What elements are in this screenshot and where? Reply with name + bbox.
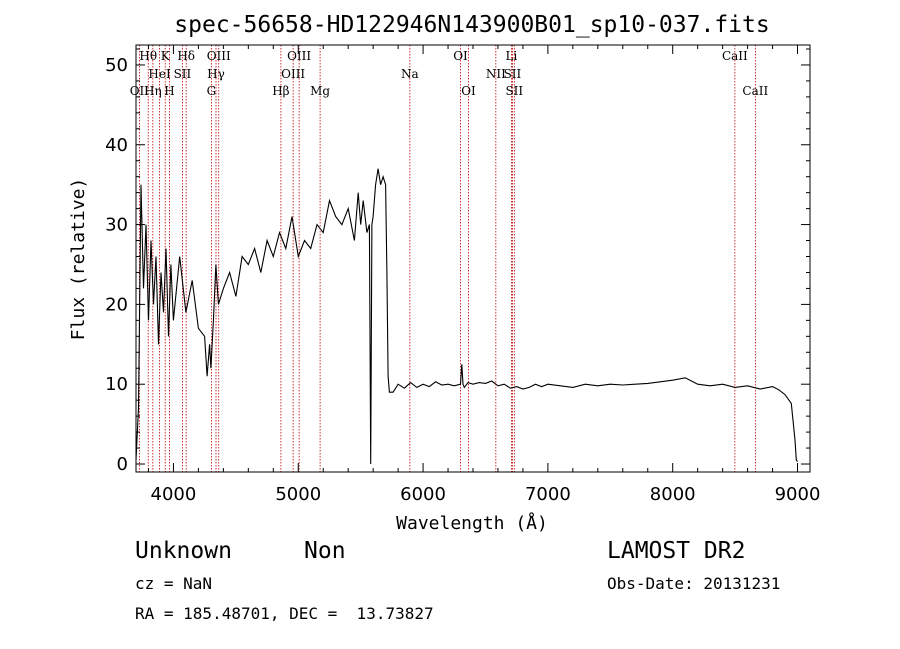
marker-label-7: Hδ [177, 49, 195, 63]
marker-label-0: OII [130, 84, 150, 98]
y-tick-label-1: 10 [105, 374, 128, 395]
x-tick-label-0: 4000 [151, 484, 197, 505]
y-tick-label-0: 0 [117, 454, 128, 475]
marker-label-13: OIII [287, 49, 311, 63]
x-tick-label-3: 7000 [525, 484, 571, 505]
x-tick-label-1: 5000 [275, 484, 321, 505]
marker-label-22: CaII [722, 49, 748, 63]
object-class: Unknown [135, 538, 232, 564]
marker-label-1: Hθ [139, 49, 157, 63]
marker-label-2: Hη [144, 84, 162, 98]
emission-line-markers [138, 45, 756, 472]
marker-label-3: HeI [148, 67, 171, 81]
spectrum-line [136, 168, 798, 465]
marker-label-9: Hγ [207, 67, 225, 81]
marker-label-23: CaII [742, 84, 768, 98]
marker-label-11: Hβ [272, 84, 289, 98]
coordinates: RA = 185.48701, DEC = 13.73827 [135, 604, 434, 623]
marker-label-8: G [207, 84, 217, 98]
object-subclass: Non [304, 538, 346, 564]
marker-label-21: SII [505, 84, 523, 98]
plot-frame [135, 44, 811, 473]
marker-label-20: SII [504, 67, 522, 81]
marker-label-12: OIII [281, 67, 305, 81]
marker-label-17: OI [461, 84, 476, 98]
x-axis-label: Wavelength (Å) [396, 512, 548, 534]
x-tick-label-5: 9000 [775, 484, 821, 505]
marker-label-10: OIII [207, 49, 231, 63]
marker-label-14: Mg [310, 84, 330, 98]
y-axis-label: Flux (relative) [68, 178, 89, 341]
x-axis-ticks: 4000 5000 6000 7000 8000 9000 [147, 45, 821, 505]
marker-label-19: Li [506, 49, 518, 63]
marker-label-15: Na [401, 67, 419, 81]
chart-title: spec-56658-HD122946N143900B01_sp10-037.f… [174, 12, 769, 38]
marker-label-6: SII [174, 67, 192, 81]
emission-line-labels: OIIHθHηHeIKHSIIHδGHγOIIIHβOIIIOIIIMgNaOI… [130, 49, 769, 98]
y-tick-label-5: 50 [105, 55, 128, 76]
marker-label-5: H [164, 84, 174, 98]
y-axis-ticks: 0 10 20 30 40 50 [105, 48, 810, 475]
obs-date: Obs-Date: 20131231 [607, 574, 781, 593]
marker-label-16: OI [453, 49, 468, 63]
y-tick-label-2: 20 [105, 294, 128, 315]
y-tick-label-3: 30 [105, 215, 128, 236]
y-tick-label-4: 40 [105, 135, 128, 156]
marker-label-18: NII [486, 67, 506, 81]
x-tick-label-2: 6000 [400, 484, 446, 505]
redshift-text: cz = NaN [135, 574, 213, 593]
marker-label-4: K [161, 49, 171, 63]
x-tick-label-4: 8000 [650, 484, 696, 505]
survey-name: LAMOST DR2 [607, 538, 746, 564]
